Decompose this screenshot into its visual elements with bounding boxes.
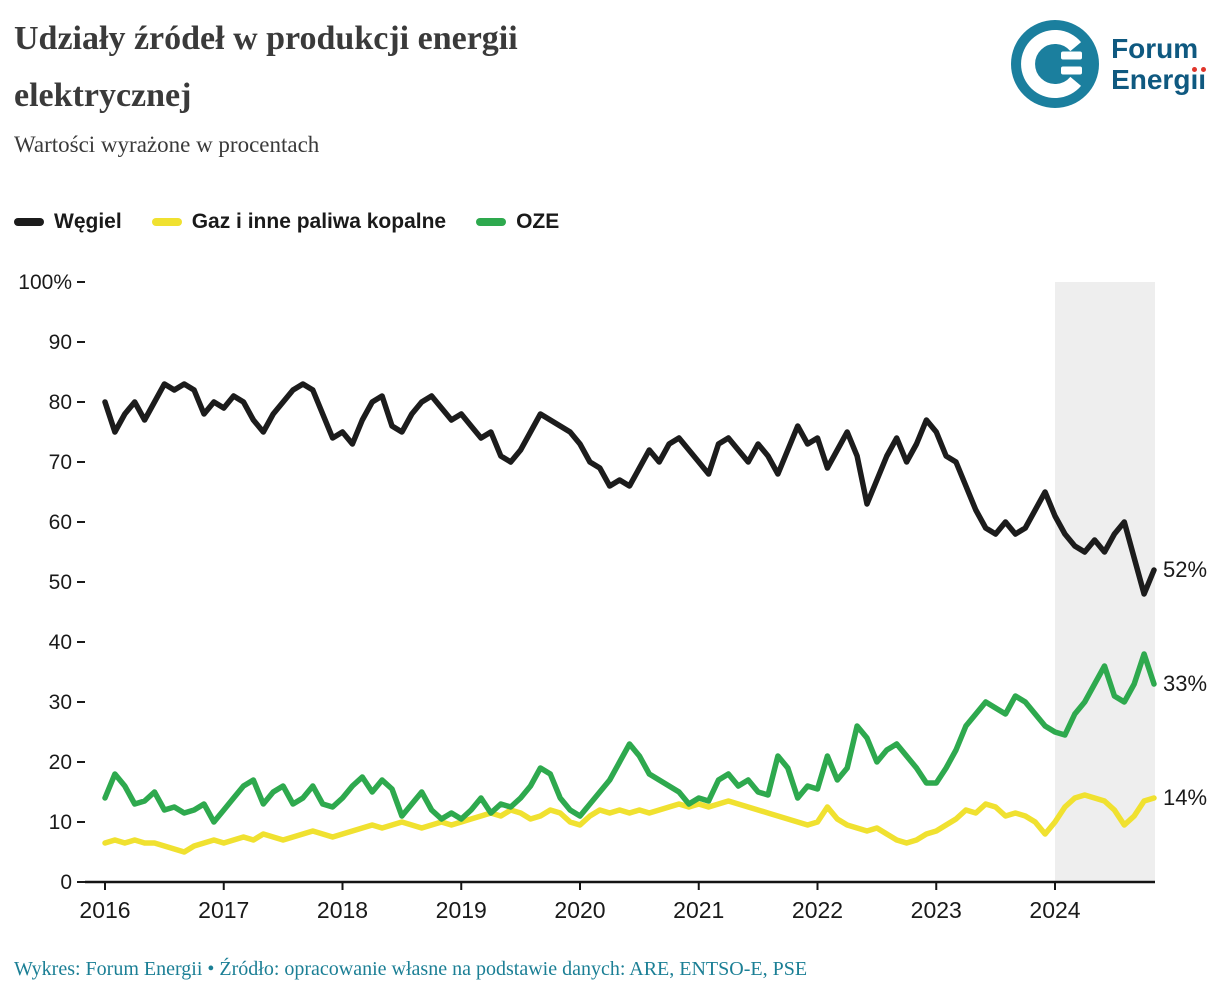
chart-legend: Węgiel Gaz i inne paliwa kopalne OZE <box>14 210 559 234</box>
legend-swatch-wegiel <box>14 218 44 226</box>
title-line-1: Udziały źródeł w produkcji energii <box>14 20 518 57</box>
end-label-oze: 33% <box>1163 671 1208 696</box>
legend-item-oze: OZE <box>476 210 559 234</box>
x-tick-label: 2018 <box>317 897 368 923</box>
brand-text: Forum Energıı <box>1111 33 1207 95</box>
x-tick-label: 2023 <box>911 897 962 923</box>
y-tick-label: 80 <box>49 391 72 414</box>
y-tick-label: 90 <box>49 331 72 354</box>
y-tick-label: 20 <box>49 751 72 774</box>
legend-label-wegiel: Węgiel <box>54 210 122 233</box>
legend-swatch-oze <box>476 218 507 226</box>
y-tick-label: 0 <box>60 871 72 894</box>
series-line-wegiel <box>102 381 1157 597</box>
series-line-oze <box>102 651 1157 825</box>
legend-swatch-gaz <box>151 218 182 226</box>
y-tick-label: 100% <box>18 271 72 294</box>
brand-forum: Forum <box>1111 33 1199 64</box>
legend-item-gaz: Gaz i inne paliwa kopalne <box>151 210 447 234</box>
x-tick-label: 2024 <box>1029 897 1080 923</box>
x-tick-label: 2021 <box>673 897 724 923</box>
x-tick-label: 2016 <box>79 897 130 923</box>
chart-header: Udziały źródeł w produkcji energii elekt… <box>14 10 794 158</box>
y-tick-label: 50 <box>49 571 72 594</box>
x-tick-label: 2020 <box>554 897 605 923</box>
source-note: Wykres: Forum Energii • Źródło: opracowa… <box>14 958 808 980</box>
x-tick-label: 2022 <box>792 897 843 923</box>
brand-i-dot <box>1201 67 1207 72</box>
brand-energii: Energıı <box>1111 64 1207 95</box>
x-tick-label: 2019 <box>436 897 487 923</box>
y-tick-label: 40 <box>49 631 72 654</box>
line-chart: 0 10 20 30 40 50 60 70 80 90 100% 2016 2017 2018 2019 2… <box>18 271 1157 923</box>
series-line-gaz <box>102 792 1157 855</box>
y-tick-label: 10 <box>49 811 72 834</box>
forum-energii-logo-icon <box>1011 20 1100 108</box>
y-tick-label: 30 <box>49 691 72 714</box>
x-tick-label: 2017 <box>198 897 249 923</box>
chart-subtitle: Wartości wyrażone w procentach <box>14 132 320 158</box>
end-label-gaz: 14% <box>1163 785 1208 810</box>
brand-i-dot <box>1192 67 1198 72</box>
page-title: Udziały źródeł w produkcji energii elekt… <box>14 10 794 124</box>
end-label-wegiel: 52% <box>1163 557 1208 582</box>
legend-label-oze: OZE <box>516 210 560 233</box>
legend-item-wegiel: Węgiel <box>14 210 122 234</box>
forum-energii-logo: Forum Energıı <box>1011 20 1207 108</box>
y-tick-label: 70 <box>49 451 72 474</box>
y-tick-label: 60 <box>49 511 72 534</box>
legend-label-gaz: Gaz i inne paliwa kopalne <box>191 210 447 233</box>
title-line-2: elektrycznej <box>14 77 192 115</box>
